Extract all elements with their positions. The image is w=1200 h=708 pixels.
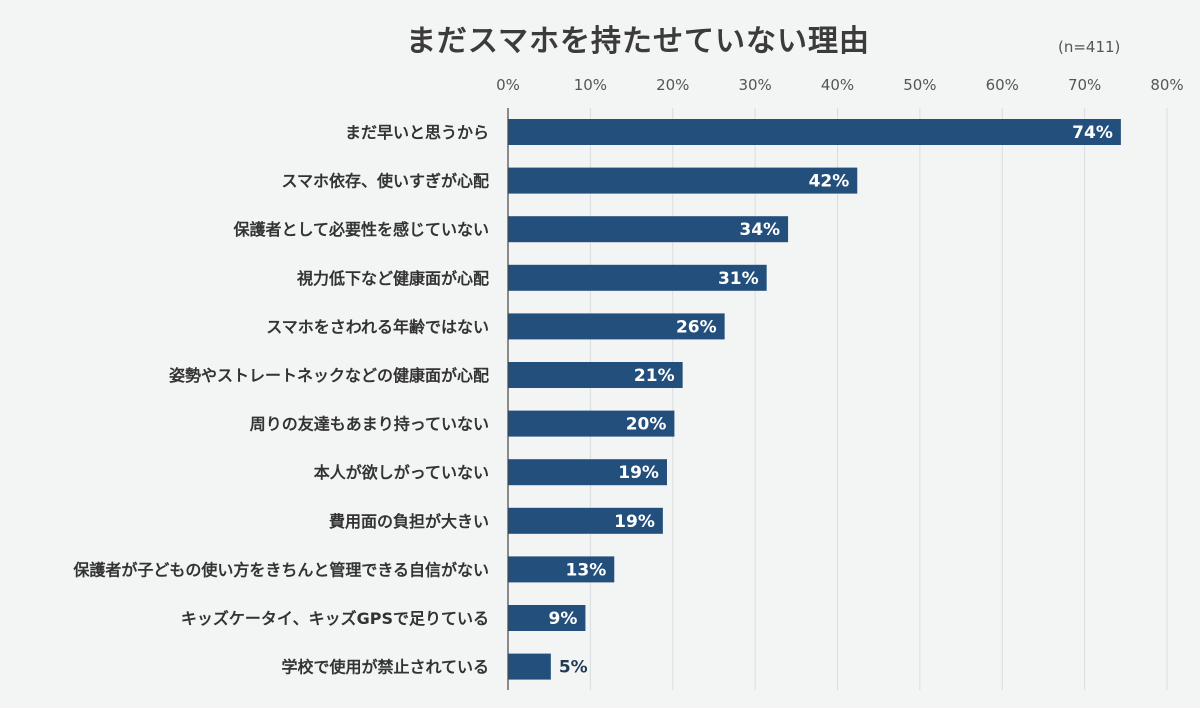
bar <box>508 653 551 680</box>
data-label: 9% <box>549 609 578 629</box>
data-label: 31% <box>718 269 759 289</box>
category-label: スマホ依存、使いすぎが心配 <box>281 172 489 191</box>
category-label: 費用面の負担が大きい <box>329 512 489 531</box>
category-label: 視力低下など健康面が心配 <box>296 269 489 288</box>
bar <box>508 119 1121 145</box>
category-label: 保護者として必要性を感じていない <box>232 220 489 239</box>
data-label: 42% <box>809 172 850 192</box>
category-label: 周りの友達もあまり持っていない <box>250 415 489 434</box>
bar <box>508 556 615 583</box>
category-label: 学校で使用が禁止されている <box>281 658 489 677</box>
bar <box>508 264 767 291</box>
data-label: 26% <box>676 317 717 337</box>
data-label: 13% <box>566 560 607 580</box>
value-labels: 74% 42% 34% 31% 26% 21% 20% 19% 19% 13% 9% 5% <box>549 123 1113 678</box>
category-label: スマホをさわれる年齢ではない <box>266 317 489 336</box>
bar <box>508 507 663 534</box>
x-tick-label: 40% <box>821 76 854 94</box>
category-label: 姿勢やストレートネックなどの健康面が心配 <box>169 366 489 385</box>
category-labels: まだ早いと思うからスマホ依存、使いすぎが心配保護者として必要性を感じていない視力… <box>72 123 489 677</box>
bar <box>508 362 683 388</box>
bar <box>508 313 725 340</box>
data-label: 21% <box>634 366 675 386</box>
x-tick-label: 20% <box>656 76 689 94</box>
x-tick-label: 30% <box>738 76 771 94</box>
data-label: 34% <box>739 220 780 240</box>
category-label: 本人が欲しがっていない <box>314 463 489 482</box>
bar <box>508 605 586 631</box>
data-label: 19% <box>618 463 659 483</box>
sample-size-note: (n=411) <box>1058 38 1121 56</box>
category-label: まだ早いと思うから <box>345 123 489 142</box>
data-label: 74% <box>1072 123 1113 143</box>
bars <box>508 119 1121 680</box>
bar <box>508 459 667 486</box>
x-tick-label: 60% <box>986 76 1019 94</box>
bar <box>508 216 789 243</box>
x-tick-label: 80% <box>1150 76 1183 94</box>
category-label: 保護者が子どもの使い方をきちんと管理できる自信がない <box>72 560 489 579</box>
chart-title: まだスマホを持たせていない理由 <box>405 24 871 59</box>
bar <box>508 167 858 194</box>
data-label: 20% <box>626 415 667 435</box>
data-label: 19% <box>614 512 655 532</box>
bar <box>508 410 675 437</box>
gridlines <box>589 108 1168 690</box>
x-tick-label: 0% <box>496 76 520 94</box>
x-tick-label: 50% <box>903 76 936 94</box>
category-label: キッズケータイ、キッズGPSで足りている <box>181 609 489 628</box>
x-axis-ticks: 0% 10% 20% 30% 40% 50% 60% 70% 80% <box>496 76 1184 94</box>
x-tick-label: 10% <box>574 76 607 94</box>
data-label: 5% <box>559 658 588 678</box>
x-tick-label: 70% <box>1068 76 1101 94</box>
